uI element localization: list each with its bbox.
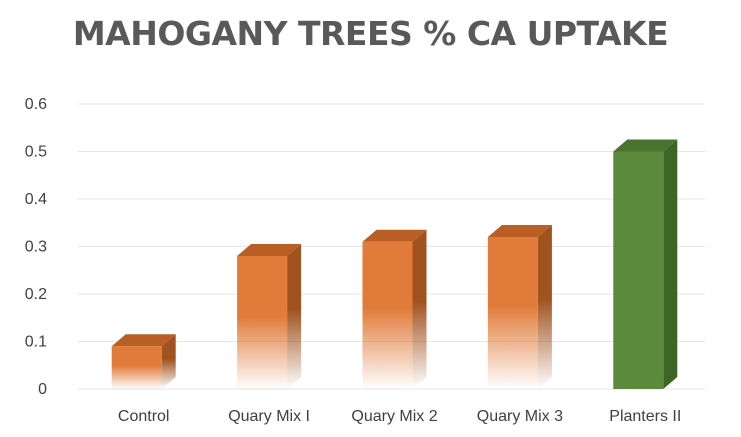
bars xyxy=(111,139,678,389)
y-tick-label: 0.4 xyxy=(25,191,47,208)
bar-front xyxy=(613,151,664,389)
bar xyxy=(111,334,176,389)
bar-front xyxy=(487,237,538,389)
y-tick-label: 0.6 xyxy=(25,96,47,113)
bar-front xyxy=(362,241,413,389)
y-tick-label: 0.2 xyxy=(25,286,47,303)
bar xyxy=(487,225,552,389)
bar-top xyxy=(111,334,176,347)
bar-side xyxy=(287,244,302,389)
bar-side xyxy=(412,229,427,389)
y-tick-label: 0.5 xyxy=(25,144,47,161)
bar-side xyxy=(161,334,176,389)
bar-top xyxy=(487,225,552,237)
bar-top xyxy=(362,229,427,242)
bar xyxy=(362,229,427,389)
y-tick-label: 0 xyxy=(38,381,47,398)
x-category-label: Quary Mix I xyxy=(228,408,310,425)
x-category-label: Planters II xyxy=(609,408,681,425)
bar-top xyxy=(237,244,302,256)
x-category-label: Quary Mix 3 xyxy=(477,408,563,425)
y-axis-ticks: 0 0.1 0.2 0.3 0.4 0.5 0.6 xyxy=(25,96,47,398)
x-axis-categories: Control Quary Mix I Quary Mix 2 Quary Mix 3… xyxy=(118,408,681,425)
bar-side xyxy=(663,139,678,389)
x-category-label: Quary Mix 2 xyxy=(351,408,437,425)
bar-side xyxy=(537,225,552,389)
bar-front xyxy=(111,346,162,389)
bar-front xyxy=(237,256,288,389)
chart-title: MAHOGANY TREES % CA UPTAKE xyxy=(72,14,669,53)
bar xyxy=(613,139,678,389)
x-category-label: Control xyxy=(118,408,170,425)
bar xyxy=(237,244,302,389)
y-tick-label: 0.3 xyxy=(25,239,47,256)
bar-top xyxy=(613,139,678,152)
y-tick-label: 0.1 xyxy=(25,334,47,351)
